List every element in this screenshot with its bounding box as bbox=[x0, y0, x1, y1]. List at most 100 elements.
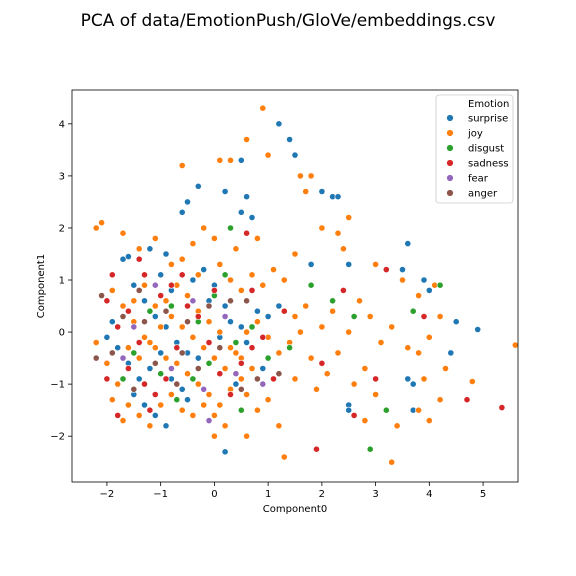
chart-title: PCA of data/EmotionPush/GloVe/embeddings… bbox=[81, 11, 496, 31]
data-point bbox=[253, 307, 261, 315]
data-point bbox=[178, 323, 186, 331]
data-point bbox=[237, 385, 245, 393]
data-point bbox=[232, 380, 240, 388]
data-point bbox=[189, 240, 197, 247]
data-point bbox=[205, 302, 213, 310]
data-point bbox=[194, 182, 202, 190]
data-point bbox=[108, 396, 116, 404]
data-point bbox=[167, 365, 175, 372]
data-point bbox=[200, 224, 208, 232]
legend-label: joy bbox=[467, 129, 483, 140]
data-point bbox=[200, 385, 208, 393]
data-point bbox=[382, 406, 390, 414]
data-point bbox=[141, 297, 148, 305]
data-point bbox=[318, 359, 326, 367]
data-point bbox=[399, 266, 406, 273]
data-point bbox=[345, 214, 353, 221]
data-point bbox=[141, 271, 148, 279]
data-point bbox=[221, 448, 229, 456]
data-point bbox=[184, 292, 191, 299]
data-point bbox=[420, 375, 428, 383]
data-point bbox=[157, 292, 165, 299]
data-point bbox=[243, 193, 250, 201]
data-point bbox=[194, 271, 202, 279]
data-point bbox=[151, 313, 159, 320]
y-tick-label: 2 bbox=[59, 223, 65, 234]
data-point bbox=[151, 302, 159, 310]
data-point bbox=[436, 313, 444, 320]
data-point bbox=[184, 318, 191, 326]
data-point bbox=[221, 422, 229, 430]
data-point bbox=[194, 380, 202, 388]
data-point bbox=[237, 359, 245, 367]
data-point bbox=[313, 385, 320, 393]
data-point bbox=[146, 365, 154, 372]
data-point bbox=[318, 188, 326, 195]
data-point bbox=[135, 339, 143, 346]
legend-marker bbox=[446, 114, 454, 122]
data-point bbox=[264, 396, 272, 404]
y-axis-label: Component1 bbox=[36, 254, 47, 318]
data-point bbox=[167, 260, 175, 268]
data-point bbox=[157, 271, 165, 279]
series-fear bbox=[119, 281, 267, 424]
data-point bbox=[151, 344, 159, 352]
data-point bbox=[248, 286, 256, 294]
data-point bbox=[173, 359, 181, 367]
data-point bbox=[323, 370, 331, 378]
data-point bbox=[221, 271, 229, 279]
data-point bbox=[114, 323, 122, 331]
data-point bbox=[130, 281, 138, 289]
data-point bbox=[178, 406, 186, 414]
data-point bbox=[425, 333, 433, 341]
data-point bbox=[216, 328, 224, 336]
data-point bbox=[227, 276, 234, 284]
x-tick-label: 2 bbox=[319, 489, 325, 500]
y-tick-label: 1 bbox=[59, 276, 65, 287]
data-point bbox=[339, 286, 347, 294]
data-point bbox=[108, 271, 116, 279]
data-point bbox=[167, 313, 175, 320]
data-point bbox=[119, 313, 127, 320]
data-point bbox=[108, 349, 116, 357]
data-point bbox=[114, 344, 122, 352]
data-point bbox=[227, 391, 234, 398]
data-point bbox=[162, 375, 170, 383]
data-point bbox=[243, 328, 250, 336]
data-point bbox=[404, 240, 412, 247]
data-point bbox=[135, 354, 143, 362]
plot-frame bbox=[71, 89, 519, 483]
data-point bbox=[329, 307, 336, 315]
data-point bbox=[302, 302, 310, 310]
data-point bbox=[146, 406, 154, 414]
data-point bbox=[162, 297, 170, 305]
data-point bbox=[210, 432, 218, 440]
data-point bbox=[178, 255, 186, 263]
legend-label: sadness bbox=[468, 159, 509, 170]
data-point bbox=[237, 286, 245, 294]
data-point bbox=[227, 297, 234, 305]
data-point bbox=[296, 172, 304, 180]
data-point bbox=[162, 307, 170, 315]
data-point bbox=[141, 333, 148, 341]
data-point bbox=[270, 266, 277, 273]
data-point bbox=[361, 417, 369, 424]
data-point bbox=[157, 323, 165, 331]
data-point bbox=[103, 333, 111, 341]
data-point bbox=[436, 396, 444, 404]
data-points bbox=[92, 104, 519, 466]
data-point bbox=[189, 375, 197, 383]
data-point bbox=[237, 208, 245, 216]
data-point bbox=[178, 208, 186, 216]
data-point bbox=[248, 344, 256, 352]
data-point bbox=[194, 365, 202, 372]
data-point bbox=[372, 260, 379, 268]
data-point bbox=[248, 365, 256, 372]
data-point bbox=[141, 281, 148, 289]
data-point bbox=[184, 198, 191, 206]
data-point bbox=[151, 281, 159, 289]
data-point bbox=[141, 401, 148, 409]
data-point bbox=[151, 411, 159, 419]
data-point bbox=[291, 313, 299, 320]
data-point bbox=[92, 354, 100, 362]
